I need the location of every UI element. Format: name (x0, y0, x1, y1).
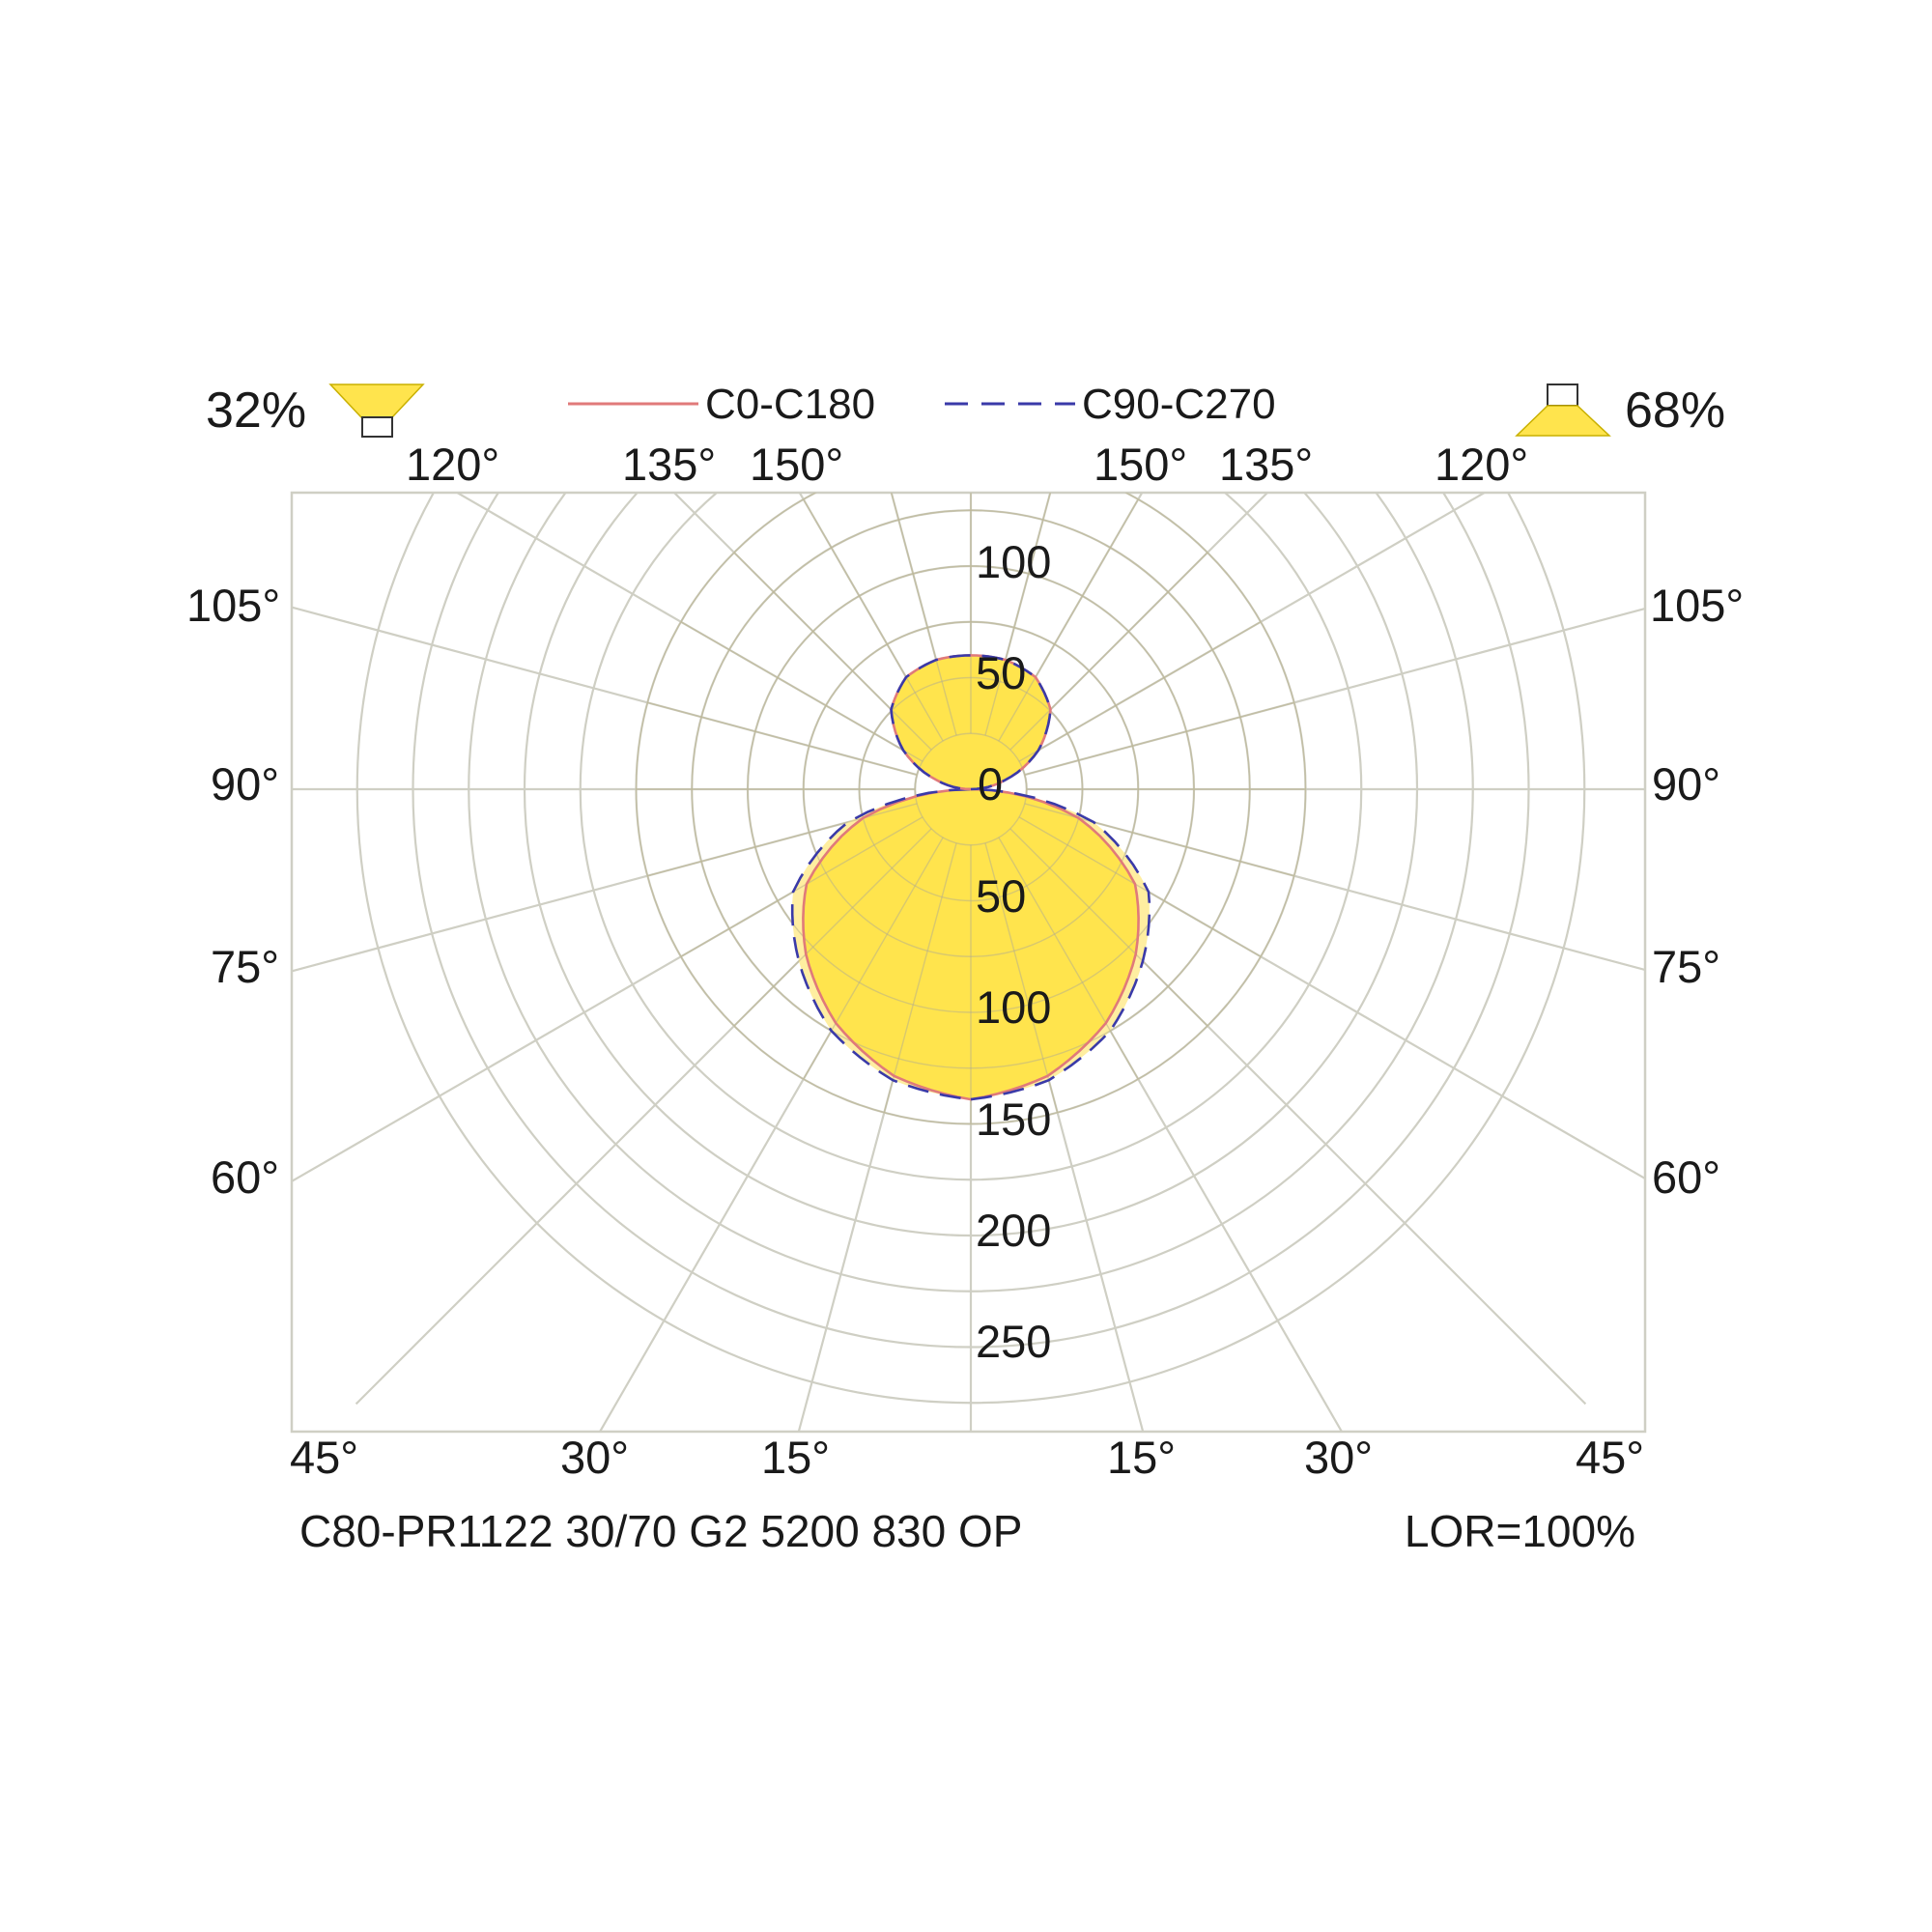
radial-tick-labels: 0 50 100 150 200 250 50 100 (976, 536, 1051, 1367)
grid-spoke-overlay (1018, 816, 1262, 957)
angle-label: 15° (761, 1432, 830, 1483)
grid-spoke-overlay (998, 837, 1139, 1080)
angle-labels-right: 60° 75° 90° 105° (1650, 580, 1744, 1203)
angle-label: 75° (1652, 941, 1720, 992)
radial-tick-label-upper: 50 (976, 647, 1026, 698)
angle-label: 75° (211, 941, 279, 992)
legend-label-c90-c270: C90-C270 (1082, 381, 1276, 428)
downward-light-icon (1515, 384, 1611, 437)
angle-label: 120° (1435, 439, 1528, 490)
angle-label: 135° (1219, 439, 1313, 490)
downward-percent-label: 68% (1625, 383, 1725, 439)
grid-spoke-overlay (883, 842, 957, 1113)
grid-spoke-overlay (998, 498, 1139, 742)
grid-spoke-overlay (984, 842, 1059, 1113)
grid-spoke-overlay (1024, 803, 1294, 877)
radial-tick-label: 200 (976, 1205, 1051, 1256)
angle-label: 90° (211, 758, 279, 810)
angle-label: 150° (750, 439, 843, 490)
angle-label: 30° (560, 1432, 629, 1483)
angle-label: 105° (186, 580, 280, 631)
upward-light-icon (328, 384, 425, 438)
angle-label: 60° (1652, 1151, 1720, 1203)
legend-label-c0-c180: C0-C180 (705, 381, 875, 428)
upward-percent-label: 32% (206, 383, 306, 439)
angle-label: 90° (1652, 758, 1720, 810)
angle-label: 150° (1094, 439, 1187, 490)
grid-spoke-overlay (733, 828, 932, 1027)
legend: C0-C180 C90-C270 (568, 381, 1276, 428)
angle-label: 45° (290, 1432, 358, 1483)
angle-label: 15° (1107, 1432, 1176, 1483)
grid-spoke-overlay (680, 816, 923, 957)
distribution-curves (790, 654, 1151, 1101)
angle-labels-left: 60° 75° 90° 105° (186, 580, 280, 1203)
radial-tick-label: 100 (976, 981, 1051, 1033)
grid-spoke-overlay (1009, 828, 1208, 1027)
radial-tick-label: 150 (976, 1094, 1051, 1145)
radial-tick-label: 250 (976, 1316, 1051, 1367)
grid-spoke-overlay (803, 498, 944, 742)
grid-spoke-overlay (891, 493, 957, 736)
angle-label: 30° (1304, 1432, 1373, 1483)
grid-spoke-overlay (1009, 552, 1208, 751)
angle-label: 45° (1576, 1432, 1644, 1483)
radial-tick-label-upper: 100 (976, 536, 1051, 587)
angle-label: 120° (406, 439, 499, 490)
grid-spoke-overlay (803, 837, 944, 1080)
series-c90-c270-curve (790, 787, 1151, 1101)
angle-label: 60° (211, 1151, 279, 1203)
grid-spoke-overlay (984, 493, 1051, 736)
radial-tick-label: 0 (978, 758, 1003, 810)
polar-grid-overlay (635, 493, 1307, 1125)
grid-spoke-overlay (1024, 701, 1294, 776)
angle-labels-bottom: 45° 30° 15° 15° 30° 45° (290, 1432, 1644, 1483)
grid-spoke-overlay (647, 803, 918, 877)
grid-spoke-overlay (1018, 621, 1262, 762)
grid-spoke-overlay (647, 701, 918, 776)
angle-labels-top: 120° 135° 150° 150° 135° 120° (406, 439, 1528, 490)
series-c90-c270-curve (890, 654, 1052, 791)
grid-spoke-overlay (680, 621, 923, 762)
angle-label: 105° (1650, 580, 1744, 631)
angle-label: 135° (622, 439, 716, 490)
luminaire-title: C80-PR1122 30/70 G2 5200 830 OP (299, 1506, 1022, 1556)
grid-spoke-overlay (733, 552, 932, 751)
lor-label: LOR=100% (1405, 1506, 1635, 1556)
radial-tick-label: 50 (976, 870, 1026, 922)
